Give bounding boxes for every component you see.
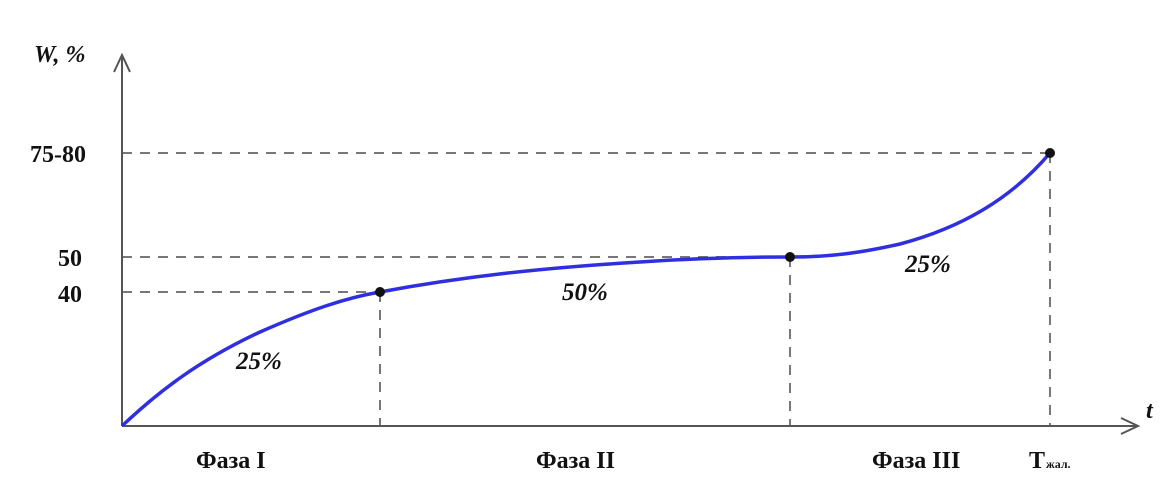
phase-1-label: Фаза I	[196, 448, 266, 474]
t-end-label: Tжал.	[1029, 448, 1071, 474]
pct-phase1: 25%	[235, 348, 282, 375]
point-50	[785, 252, 795, 262]
x-axis-arrow	[1120, 417, 1141, 435]
y-tick-75-80: 75-80	[30, 142, 86, 168]
pct-phase2: 50%	[562, 279, 608, 306]
y-axis-label: W, %	[34, 42, 86, 68]
phase-3-label: Фаза III	[872, 448, 960, 474]
pct-phase3: 25%	[904, 251, 951, 278]
phase-2-label: Фаза II	[536, 448, 615, 474]
t-end-main: T	[1029, 448, 1045, 474]
y-tick-40: 40	[58, 282, 82, 308]
y-tick-50: 50	[58, 246, 82, 272]
x-axis-label: t	[1146, 398, 1154, 424]
t-end-sub: жал.	[1046, 457, 1071, 471]
moisture-curve	[120, 151, 1052, 428]
point-40	[375, 287, 385, 297]
point-75-80	[1045, 148, 1055, 158]
y-axis-arrow	[113, 52, 131, 73]
